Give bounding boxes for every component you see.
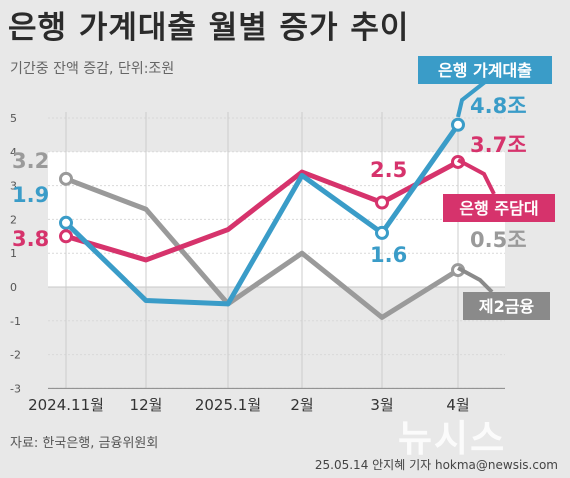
legend-box <box>443 194 555 222</box>
newsis-watermark: 뉴시스 <box>398 417 507 460</box>
x-tick-label: 4월 <box>446 396 469 414</box>
legend-label: 은행 주담대 <box>459 199 538 218</box>
data-point-marker <box>375 195 389 210</box>
y-tick-label: -2 <box>10 349 21 362</box>
data-label: 2.5 <box>370 158 407 182</box>
data-label: 4.8조 <box>470 94 527 118</box>
y-tick-label: 5 <box>10 112 17 125</box>
chart-subtitle: 기간중 잔액 증감, 단위:조원 <box>10 61 175 77</box>
x-tick-label: 2024.11월 <box>28 396 104 414</box>
data-point-marker <box>59 171 73 186</box>
series-line <box>63 176 461 320</box>
series-line <box>63 122 461 307</box>
data-point-marker <box>375 225 389 240</box>
x-tick-label: 2월 <box>290 396 313 414</box>
y-tick-label: 4 <box>10 146 17 159</box>
y-tick-label: -3 <box>10 382 21 395</box>
legend-leader <box>457 266 494 294</box>
data-label: 3.8 <box>12 227 49 251</box>
y-tick-label: 0 <box>10 281 17 294</box>
legend-label: 은행 가계대출 <box>438 61 532 80</box>
data-label: 3.7조 <box>470 133 527 157</box>
legend-leader <box>456 80 487 118</box>
byline: 25.05.14 안지혜 기자 hokma@newsis.com <box>314 458 558 472</box>
x-tick-label: 2025.1월 <box>195 396 261 414</box>
series-line <box>63 159 461 263</box>
chart-title: 은행 가계대출 월별 증가 추이 <box>8 10 410 46</box>
x-tick-label: 12월 <box>130 396 163 414</box>
legend-label: 제2금융 <box>479 297 535 316</box>
x-tick-label: 3월 <box>370 396 393 414</box>
data-point-marker <box>59 229 73 244</box>
legend-box <box>418 56 552 84</box>
data-label: 0.5조 <box>470 228 527 252</box>
y-tick-label: 2 <box>10 213 17 226</box>
data-point-marker <box>59 215 73 230</box>
y-tick-label: -1 <box>10 315 21 328</box>
data-label: 1.6 <box>370 243 407 267</box>
data-point-marker <box>451 117 465 132</box>
legend-box <box>463 292 550 320</box>
legend-leader <box>457 158 496 195</box>
source-note: 자료: 한국은행, 금융위원회 <box>10 436 159 451</box>
data-label: 1.9 <box>12 183 49 207</box>
y-tick-label: 1 <box>10 247 17 260</box>
data-label: 3.2 <box>12 149 49 173</box>
y-tick-label: 3 <box>10 180 17 193</box>
